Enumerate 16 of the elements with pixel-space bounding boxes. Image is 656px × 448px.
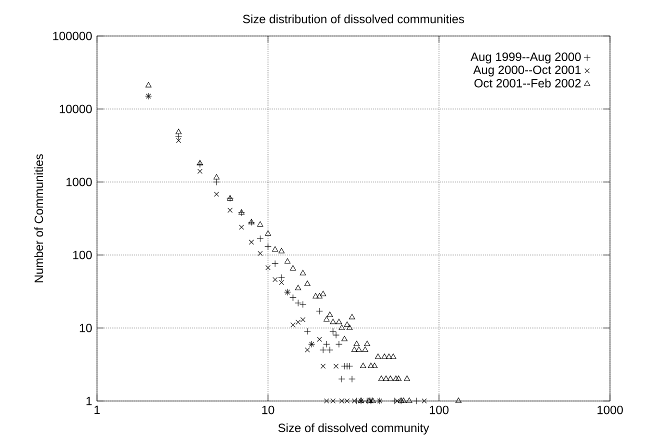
y-axis-title: Number of Communities [34, 154, 44, 282]
x-tick-label: 1 [94, 406, 100, 414]
x-tick-label: 1000 [598, 406, 623, 414]
legend-label: Aug 1999--Aug 2000 [470, 52, 581, 64]
chart-title: Size distribution of dissolved communities [242, 14, 464, 24]
y-tick-label: 100000 [53, 32, 92, 40]
y-tick-label: 100 [73, 250, 92, 260]
y-tick-label: 1000 [66, 178, 92, 186]
y-tick-label: 1 [86, 396, 92, 406]
y-tick-label: 10000 [60, 104, 92, 114]
x-tick-label: 10 [262, 406, 274, 414]
legend-label: Oct 2001--Feb 2002 [474, 78, 581, 88]
legend-label: Aug 2000--Oct 2001 [473, 66, 581, 76]
x-axis-title: Size of dissolved community [278, 423, 430, 435]
x-tick-label: 100 [430, 406, 449, 414]
y-tick-label: 10 [80, 324, 92, 332]
